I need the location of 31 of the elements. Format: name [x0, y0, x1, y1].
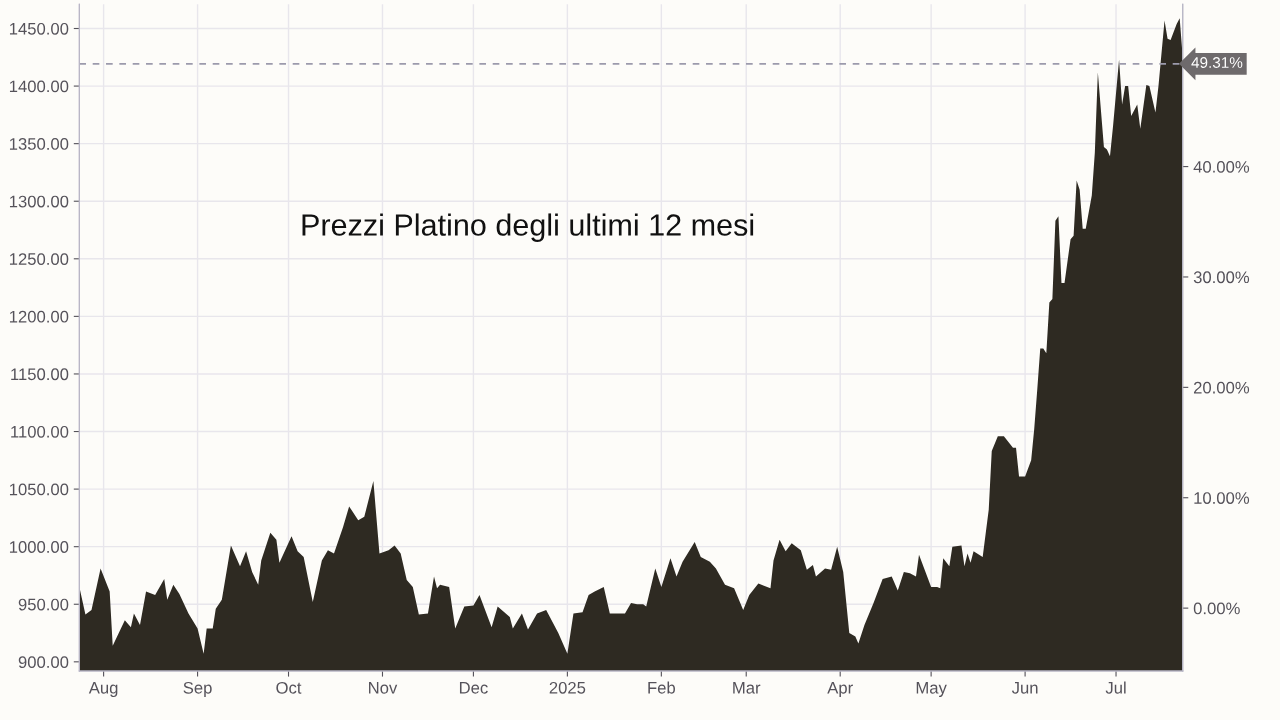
- y-tick-label: 1050.00: [9, 483, 69, 496]
- x-tick-label: 2025: [549, 681, 586, 694]
- y-tick-label: 1150.00: [11, 368, 69, 381]
- x-tick-label: Jul: [1105, 681, 1126, 694]
- ref-line-label: 49.31%: [1191, 57, 1243, 68]
- x-tick-label: Dec: [459, 682, 488, 694]
- x-tick-label: Jun: [1011, 682, 1038, 694]
- y2-tick-label: 30.00%: [1193, 271, 1250, 284]
- y-tick-label: 1000.00: [9, 541, 69, 553]
- y-tick-label: 1250.00: [9, 253, 69, 266]
- y-tick-label: 900.00: [18, 656, 69, 669]
- y-tick-label: 1100.00: [11, 425, 69, 438]
- x-tick-label: Mar: [733, 682, 761, 694]
- y2-tick-label: 20.00%: [1193, 381, 1250, 394]
- y-tick-label: 1400.00: [9, 80, 69, 93]
- x-tick-label: Nov: [369, 682, 398, 694]
- y2-tick-label: 40.00%: [1193, 160, 1250, 173]
- y-tick-label: 1450.00: [9, 22, 69, 35]
- y-tick-label: 950.00: [18, 598, 69, 611]
- x-tick-label: Apr: [827, 682, 853, 697]
- y2-tick-label: 10.00%: [1194, 492, 1250, 504]
- x-tick-label: Oct: [276, 681, 302, 694]
- x-tick-label: Aug: [88, 682, 118, 697]
- y-tick-label: 1200.00: [9, 310, 69, 323]
- x-tick-label: May: [916, 682, 947, 697]
- y-tick-label: 1300.00: [9, 195, 69, 208]
- text: Prezzi Platino degli ultimi 12 mesi: [302, 213, 754, 242]
- x-tick-label: Sep: [183, 681, 212, 697]
- y2-tick-label: 0.00%: [1193, 602, 1240, 615]
- y-tick-label: 1350.00: [9, 138, 69, 150]
- x-tick-label: Feb: [648, 681, 676, 694]
